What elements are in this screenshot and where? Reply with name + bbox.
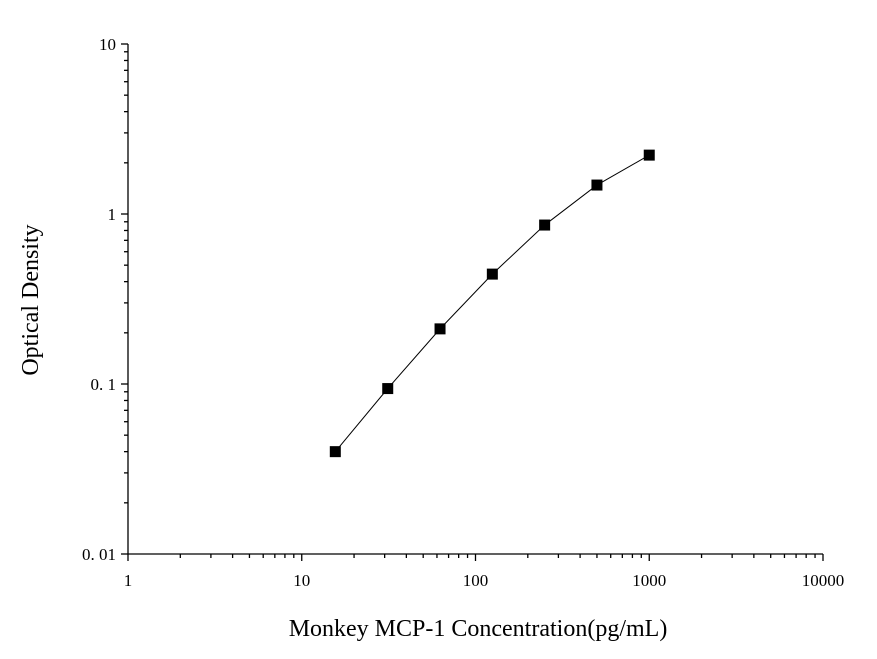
y-tick-label: 0. 01 [82, 545, 116, 564]
y-tick-label: 10 [99, 35, 116, 54]
x-tick-label: 10000 [802, 571, 845, 590]
point [591, 179, 603, 191]
point [434, 323, 446, 335]
y-tick-label: 0. 1 [91, 375, 117, 394]
point [329, 446, 341, 458]
point [486, 268, 498, 280]
x-axis-title: Monkey MCP-1 Concentration(pg/mL) [289, 616, 668, 642]
x-tick-label: 100 [463, 571, 489, 590]
point [643, 149, 655, 161]
y-axis-title: Optical Density [18, 224, 44, 375]
x-tick-label: 1 [124, 571, 133, 590]
curve [334, 154, 650, 452]
point [539, 219, 551, 231]
x-tick-label: 10 [293, 571, 310, 590]
x-tick-label: 1000 [632, 571, 666, 590]
point [382, 383, 394, 395]
y-tick-label: 1 [108, 205, 117, 224]
